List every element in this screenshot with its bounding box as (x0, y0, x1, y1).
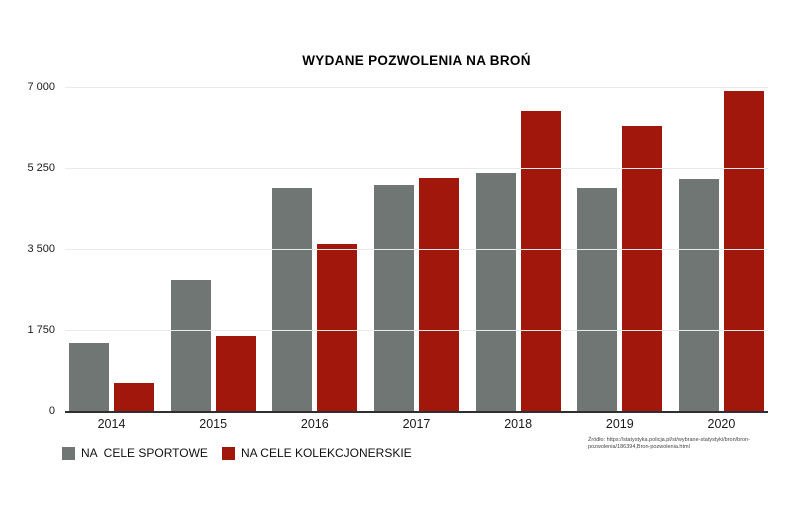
bar-kolekcjonerskie-2019 (622, 125, 663, 411)
y-tick-label-0: 0 (48, 405, 55, 417)
gridline-5250 (65, 168, 768, 169)
legend: NA CELE SPORTOWE NA CELE KOLEKCJONERSKIE (62, 446, 412, 460)
x-tick-label-2015: 2015 (199, 417, 228, 431)
bar-sportowe-2017 (373, 184, 414, 411)
bar-kolekcjonerskie-2015 (215, 336, 256, 411)
y-tick-label-3500: 3 500 (27, 243, 55, 255)
bar-kolekcjonerskie-2020 (723, 90, 764, 411)
source-line-2: pozwolenia/186394,Bron-pozwolenia.html (588, 444, 690, 450)
bar-group-2019 (577, 87, 663, 411)
bar-group-2014 (69, 87, 154, 411)
x-tick-label-2019: 2019 (605, 417, 634, 431)
bar-group-2017 (373, 87, 459, 411)
bar-sportowe-2020 (678, 179, 719, 411)
legend-label: NA CELE SPORTOWE (81, 446, 208, 460)
bars-container (65, 87, 768, 411)
legend-item-1: NA CELE KOLEKCJONERSKIE (221, 446, 412, 460)
bar-group-2020 (678, 87, 764, 411)
x-axis: 2014 2015 2016 2017 2018 2019 2020 (65, 417, 768, 431)
bar-group-2015 (170, 87, 256, 411)
gridline-1750 (65, 330, 768, 331)
gridline-3500 (65, 249, 768, 250)
bar-group-2016 (272, 87, 358, 411)
legend-item-0: NA CELE SPORTOWE (62, 446, 208, 460)
y-axis: 0 1 750 3 500 5 250 7 000 (0, 81, 55, 417)
x-tick-label-2017: 2017 (402, 417, 431, 431)
bar-sportowe-2016 (272, 187, 313, 411)
x-tick-label-2018: 2018 (504, 417, 533, 431)
bar-sportowe-2018 (475, 172, 516, 411)
x-tick-label-2014: 2014 (97, 417, 126, 431)
plot-area (65, 87, 768, 413)
legend-label: NA CELE KOLEKCJONERSKIE (240, 446, 412, 460)
legend-swatch-icon (62, 446, 75, 460)
bar-kolekcjonerskie-2017 (418, 178, 459, 411)
source-note: Źródło: https://statystyka.policja.pl/st… (588, 437, 763, 451)
source-line-1: Źródło: https://statystyka.policja.pl/st… (588, 437, 751, 443)
bar-kolekcjonerskie-2016 (317, 244, 358, 411)
bar-sportowe-2015 (170, 280, 211, 411)
bar-kolekcjonerskie-2018 (520, 110, 561, 411)
y-tick-label-7000: 7 000 (27, 81, 55, 93)
y-tick-label-5250: 5 250 (27, 162, 55, 174)
bar-group-2018 (475, 87, 561, 411)
x-tick-label-2020: 2020 (707, 417, 736, 431)
x-tick-label-2016: 2016 (300, 417, 329, 431)
y-tick-label-1750: 1 750 (27, 324, 55, 336)
gridline-7000 (65, 87, 768, 88)
chart-title: WYDANE POZWOLENIA NA BROŃ (302, 53, 531, 68)
bar-sportowe-2014 (69, 342, 109, 411)
legend-swatch-icon (221, 446, 235, 460)
bar-sportowe-2019 (577, 187, 618, 411)
bar-kolekcjonerskie-2014 (114, 382, 154, 411)
